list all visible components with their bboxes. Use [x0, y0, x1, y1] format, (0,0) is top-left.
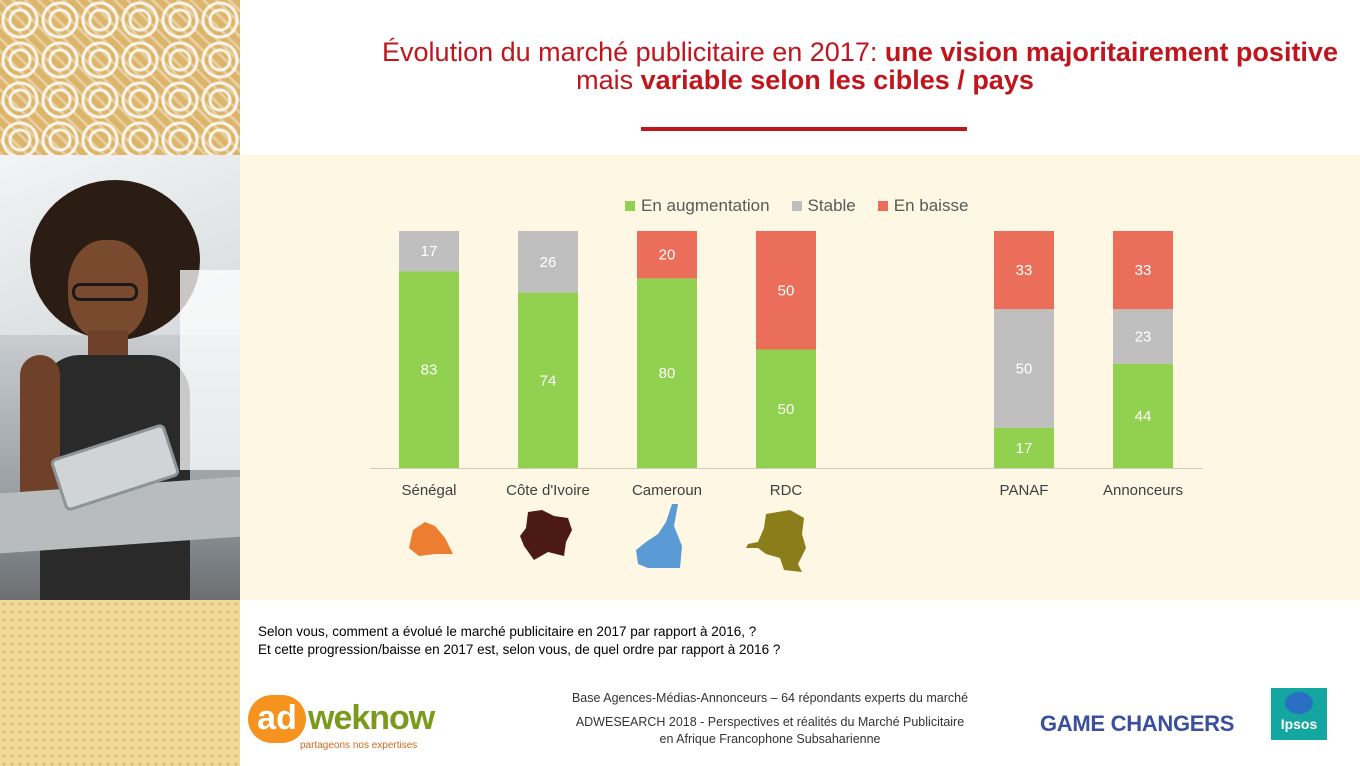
- rdc-map-shape: [746, 510, 806, 572]
- data-label-increase-2: 80: [659, 365, 676, 382]
- data-label-increase-3: 50: [778, 401, 795, 418]
- bar-increase-1: [518, 292, 578, 468]
- bar-decrease-3: [756, 231, 816, 350]
- title-line2-bold: variable selon les cibles / pays: [640, 65, 1034, 95]
- bar-decrease-5: [1113, 231, 1173, 310]
- bar-stable-5: [1113, 309, 1173, 364]
- category-label-0: Sénégal: [401, 482, 456, 499]
- adweknow-tagline: partageons nos expertises: [300, 740, 418, 751]
- decorative-pattern-top: [0, 0, 240, 155]
- source-study-line-1: ADWESEARCH 2018 - Perspectives et réalit…: [575, 715, 965, 729]
- adweknow-logo-weknow: weknow: [308, 699, 435, 737]
- category-label-1: Côte d'Ivoire: [506, 482, 590, 499]
- bar-increase-5: [1113, 363, 1173, 468]
- ipsos-logo-circle: [1285, 692, 1313, 714]
- category-label-4: PANAF: [1000, 482, 1049, 499]
- rdc-map-icon: [746, 510, 806, 572]
- ipsos-logo: Ipsos: [1271, 688, 1327, 740]
- photo-glasses: [72, 283, 138, 301]
- data-label-stable-5: 23: [1135, 328, 1152, 345]
- game-changers-logo: GAME CHANGERS: [1040, 711, 1235, 736]
- legend-swatch-increase: [625, 201, 635, 211]
- data-label-stable-0: 17: [421, 243, 438, 260]
- title-line1-bold: une vision majoritairement positive: [884, 37, 1338, 67]
- senegal-map-shape: [409, 522, 453, 556]
- cote-ivoire-map-shape: [520, 510, 572, 560]
- bar-increase-3: [756, 349, 816, 468]
- question-line-1: Selon vous, comment a évolué le marché p…: [258, 624, 757, 639]
- legend-swatch-stable: [791, 201, 802, 211]
- legend-item-increase: En augmentation: [625, 196, 770, 216]
- data-label-decrease-3: 50: [778, 282, 795, 299]
- data-label-increase-4: 17: [1016, 440, 1033, 457]
- slide-title: Évolution du marché publicitaire en 2017…: [250, 38, 1360, 94]
- chart-legend: En augmentation Stable En baisse: [625, 196, 968, 216]
- data-label-decrease-5: 33: [1135, 262, 1152, 279]
- legend-label-stable: Stable: [807, 196, 856, 215]
- bar-stable-1: [518, 231, 578, 293]
- bar-increase-2: [637, 278, 697, 468]
- data-label-increase-0: 83: [421, 362, 438, 379]
- legend-swatch-decrease: [877, 201, 888, 211]
- bar-increase-0: [399, 271, 459, 468]
- adweknow-logo-ad: ad: [248, 695, 306, 743]
- cote-ivoire-map-icon: [520, 510, 572, 560]
- data-label-stable-4: 50: [1016, 360, 1033, 377]
- title-underline: [641, 127, 967, 131]
- category-label-3: RDC: [770, 482, 803, 499]
- senegal-map-icon: [409, 522, 453, 556]
- photo-screen: [180, 270, 240, 470]
- question-line-2: Et cette progression/baisse en 2017 est,…: [258, 642, 781, 657]
- data-label-increase-5: 44: [1135, 408, 1152, 425]
- legend-label-increase: En augmentation: [641, 196, 770, 215]
- source-study-line-2: en Afrique Francophone Subsaharienne: [659, 732, 881, 746]
- cameroun-map-icon: [636, 504, 682, 568]
- source-base: Base Agences-Médias-Annonceurs – 64 répo…: [571, 691, 969, 705]
- data-label-increase-1: 74: [540, 372, 557, 389]
- data-label-decrease-2: 20: [659, 247, 676, 264]
- cameroun-map-shape: [636, 504, 682, 568]
- category-label-2: Cameroun: [632, 482, 702, 499]
- data-label-stable-1: 26: [540, 254, 557, 271]
- bar-stable-0: [399, 231, 459, 272]
- woman-with-tablet-photo: [0, 155, 240, 600]
- title-line1-regular: Évolution du marché publicitaire en 2017…: [382, 37, 885, 67]
- legend-label-decrease: En baisse: [893, 196, 969, 215]
- bar-increase-4: [994, 427, 1054, 468]
- decorative-pattern-bottom: [0, 600, 240, 766]
- adweknow-logo: ad weknow partageons nos expertises: [248, 695, 438, 755]
- ipsos-logo-text: Ipsos: [1280, 716, 1318, 732]
- legend-item-decrease: En baisse: [877, 196, 969, 216]
- bar-decrease-4: [994, 231, 1054, 310]
- legend-item-stable: Stable: [791, 196, 856, 216]
- category-label-5: Annonceurs: [1103, 482, 1183, 499]
- title-line2-regular: mais: [576, 65, 641, 95]
- survey-question: Selon vous, comment a évolué le marché p…: [258, 623, 780, 659]
- bar-stable-4: [994, 309, 1054, 428]
- bar-decrease-2: [637, 231, 697, 279]
- data-label-decrease-4: 33: [1016, 262, 1033, 279]
